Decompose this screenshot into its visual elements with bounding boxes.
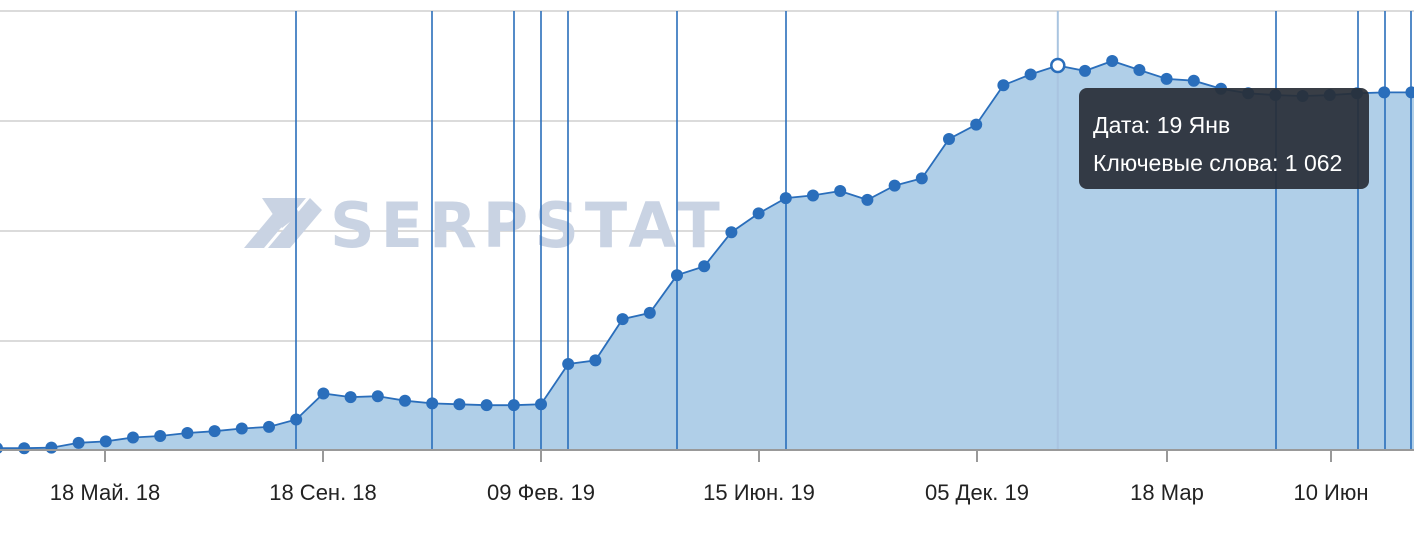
series-point	[834, 184, 847, 197]
series-point	[18, 442, 31, 455]
series-point	[616, 313, 629, 326]
series-point	[235, 422, 248, 435]
series-point-hovered	[1050, 57, 1066, 74]
series-point	[0, 443, 3, 454]
series-point	[1405, 86, 1414, 99]
series-point	[480, 399, 493, 412]
series-point	[208, 425, 221, 438]
tooltip-keywords: Ключевые слова: 1 062	[1093, 150, 1343, 176]
series-point	[1106, 55, 1119, 67]
tooltip: Дата: 19 Янв Ключевые слова: 1 062	[1079, 88, 1369, 189]
series-point	[263, 420, 275, 433]
series-point	[997, 79, 1010, 92]
series-point	[127, 431, 139, 444]
series-point	[1160, 72, 1173, 85]
series-point	[1133, 63, 1146, 76]
x-tick-label: 09 Фев. 19	[487, 480, 595, 505]
series-point	[426, 397, 439, 410]
series-point	[643, 306, 656, 319]
x-axis-ticks: 18 Май. 18 18 Сен. 18 09 Фев. 19 15 Июн. 19…	[50, 450, 1369, 505]
series-point	[317, 387, 330, 400]
series-point	[1079, 64, 1091, 77]
series-point	[1378, 86, 1391, 99]
series-point	[970, 118, 983, 131]
x-tick-label: 05 Дек. 19	[925, 480, 1029, 505]
series-point	[399, 394, 411, 407]
serpstat-watermark: SERPSTAT	[244, 189, 726, 262]
x-tick-label: 18 Май. 18	[50, 480, 160, 505]
series-point	[371, 390, 384, 403]
series-point	[181, 426, 194, 439]
x-tick-label: 10 Июн	[1293, 480, 1368, 505]
series-point	[915, 172, 928, 185]
series-point	[72, 436, 85, 449]
series-point	[45, 441, 58, 454]
series-point	[698, 260, 711, 273]
series-point	[589, 354, 602, 367]
series-point	[290, 413, 303, 426]
event-markers	[295, 11, 1412, 450]
series-point	[671, 269, 683, 282]
series-point	[507, 399, 520, 412]
series-point	[535, 398, 547, 411]
series-point	[99, 435, 112, 448]
series-point	[154, 430, 167, 443]
series-area	[0, 61, 1414, 450]
series-point	[1187, 74, 1200, 87]
series-point	[725, 226, 738, 239]
x-tick-label: 15 Июн. 19	[703, 480, 815, 505]
series-point	[562, 357, 575, 370]
series-point	[861, 193, 874, 206]
series-point	[888, 179, 901, 192]
series-point	[779, 192, 792, 205]
watermark-text: SERPSTAT	[330, 189, 726, 262]
x-tick-label: 18 Мар	[1130, 480, 1204, 505]
series-point	[1024, 68, 1037, 81]
series-point	[752, 207, 765, 220]
x-tick-label: 18 Сен. 18	[269, 480, 377, 505]
series-point	[453, 398, 466, 411]
tooltip-date: Дата: 19 Янв	[1093, 112, 1231, 138]
serpstat-logo-icon	[244, 198, 322, 248]
series-point	[807, 189, 819, 202]
series-point	[943, 132, 955, 145]
series-point	[344, 391, 357, 404]
